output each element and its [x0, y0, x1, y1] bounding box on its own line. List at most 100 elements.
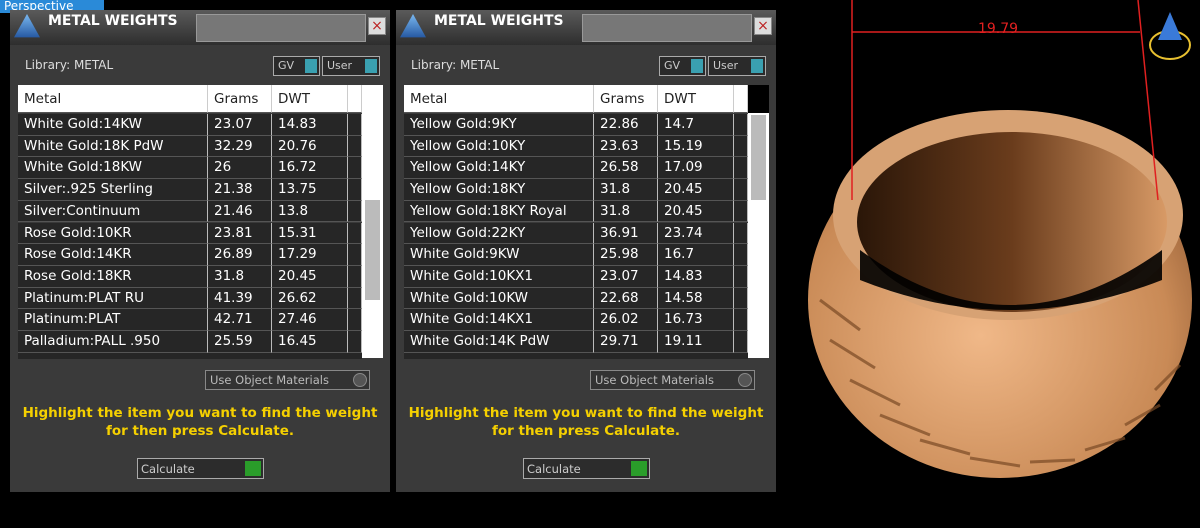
dimension-line	[1137, 0, 1159, 201]
weight-cell[interactable]: 15.31	[272, 222, 348, 245]
column-header[interactable]: Grams	[208, 85, 272, 113]
metal-cell[interactable]: White Gold:10KX1	[404, 265, 594, 288]
weight-cell[interactable]: 13.8	[272, 200, 348, 223]
row-spacer	[734, 179, 748, 201]
row-spacer	[734, 114, 748, 136]
column-header[interactable]: Metal	[404, 85, 594, 113]
metal-cell[interactable]: White Gold:18K PdW	[18, 135, 208, 158]
metal-cell[interactable]: White Gold:18KW	[18, 157, 208, 180]
viewport-label[interactable]: Perspective	[0, 0, 104, 13]
view-cube[interactable]	[1158, 12, 1182, 40]
indicator	[365, 59, 377, 73]
metal-cell[interactable]: Yellow Gold:14KY	[404, 157, 594, 180]
row-spacer	[348, 309, 362, 331]
weight-cell[interactable]: 13.75	[272, 179, 348, 201]
materials-dropdown[interactable]: Use Object Materials	[205, 370, 370, 390]
metal-cell[interactable]: White Gold:14KW	[18, 114, 208, 136]
user-toggle[interactable]: User	[708, 56, 766, 76]
metal-cell[interactable]: Rose Gold:10KR	[18, 222, 208, 245]
weight-cell[interactable]: 14.83	[658, 265, 734, 288]
weight-cell[interactable]: 41.39	[208, 287, 272, 310]
metal-cell[interactable]: Rose Gold:14KR	[18, 244, 208, 266]
gv-toggle[interactable]: GV	[273, 56, 320, 76]
scroll-thumb[interactable]	[751, 115, 766, 200]
metal-cell[interactable]: White Gold:14KX1	[404, 309, 594, 331]
library-label: Library: METAL	[411, 58, 500, 72]
header-spacer	[348, 85, 362, 113]
weight-cell[interactable]: 14.83	[272, 114, 348, 136]
weight-cell[interactable]: 29.71	[594, 331, 658, 353]
column-header[interactable]: DWT	[272, 85, 348, 113]
metal-cell[interactable]: Silver:Continuum	[18, 200, 208, 223]
metal-cell[interactable]: Yellow Gold:18KY Royal	[404, 200, 594, 223]
indicator	[305, 59, 317, 73]
weight-cell[interactable]: 26	[208, 157, 272, 180]
row-spacer	[348, 222, 362, 245]
weight-cell[interactable]: 25.59	[208, 331, 272, 353]
weight-cell[interactable]: 23.07	[594, 265, 658, 288]
metal-cell[interactable]: Yellow Gold:18KY	[404, 179, 594, 201]
metal-cell[interactable]: Yellow Gold:10KY	[404, 135, 594, 158]
weight-cell[interactable]: 15.19	[658, 135, 734, 158]
panel-title: METAL WEIGHTS	[434, 13, 564, 29]
materials-dropdown[interactable]: Use Object Materials	[590, 370, 755, 390]
weight-cell[interactable]: 20.45	[658, 200, 734, 223]
weight-cell[interactable]: 17.29	[272, 244, 348, 266]
weight-cell[interactable]: 22.68	[594, 287, 658, 310]
calculate-button[interactable]: Calculate	[523, 458, 650, 479]
close-button[interactable]: ×	[754, 17, 772, 35]
calculate-button[interactable]: Calculate	[137, 458, 264, 479]
weight-cell[interactable]: 14.58	[658, 287, 734, 310]
weight-cell[interactable]: 16.7	[658, 244, 734, 266]
weight-cell[interactable]: 26.02	[594, 309, 658, 331]
weight-cell[interactable]: 26.58	[594, 157, 658, 180]
weight-cell[interactable]: 23.07	[208, 114, 272, 136]
metal-cell[interactable]: Yellow Gold:22KY	[404, 222, 594, 245]
weight-cell[interactable]: 19.11	[658, 331, 734, 353]
metal-cell[interactable]: White Gold:14K PdW	[404, 331, 594, 353]
close-button[interactable]: ×	[368, 17, 386, 35]
metal-cell[interactable]: Platinum:PLAT RU	[18, 287, 208, 310]
weight-cell[interactable]: 31.8	[594, 179, 658, 201]
gv-toggle[interactable]: GV	[659, 56, 706, 76]
weight-cell[interactable]: 21.38	[208, 179, 272, 201]
weight-cell[interactable]: 31.8	[208, 265, 272, 288]
weight-cell[interactable]: 14.7	[658, 114, 734, 136]
weight-cell[interactable]: 36.91	[594, 222, 658, 245]
weight-cell[interactable]: 17.09	[658, 157, 734, 180]
weight-cell[interactable]: 42.71	[208, 309, 272, 331]
metal-cell[interactable]: Yellow Gold:9KY	[404, 114, 594, 136]
title-tab	[196, 14, 366, 42]
row-spacer	[348, 114, 362, 136]
metal-cell[interactable]: White Gold:9KW	[404, 244, 594, 266]
column-header[interactable]: Grams	[594, 85, 658, 113]
indicator	[631, 461, 647, 476]
weight-cell[interactable]: 27.46	[272, 309, 348, 331]
weight-cell[interactable]: 20.45	[658, 179, 734, 201]
weight-cell[interactable]: 16.73	[658, 309, 734, 331]
weight-cell[interactable]: 23.81	[208, 222, 272, 245]
scroll-thumb[interactable]	[365, 200, 380, 300]
weight-cell[interactable]: 26.89	[208, 244, 272, 266]
user-toggle[interactable]: User	[322, 56, 380, 76]
weight-cell[interactable]: 20.45	[272, 265, 348, 288]
weight-cell[interactable]: 26.62	[272, 287, 348, 310]
weight-cell[interactable]: 23.74	[658, 222, 734, 245]
weight-cell[interactable]: 16.45	[272, 331, 348, 353]
weight-cell[interactable]: 21.46	[208, 200, 272, 223]
weight-cell[interactable]: 31.8	[594, 200, 658, 223]
column-header[interactable]: Metal	[18, 85, 208, 113]
column-header[interactable]: DWT	[658, 85, 734, 113]
metal-cell[interactable]: Palladium:PALL .950	[18, 331, 208, 353]
weight-cell[interactable]: 20.76	[272, 135, 348, 158]
weight-cell[interactable]: 23.63	[594, 135, 658, 158]
weight-cell[interactable]: 25.98	[594, 244, 658, 266]
metal-cell[interactable]: Silver:.925 Sterling	[18, 179, 208, 201]
weight-cell[interactable]: 22.86	[594, 114, 658, 136]
weight-cell[interactable]: 16.72	[272, 157, 348, 180]
weight-cell[interactable]: 32.29	[208, 135, 272, 158]
metal-cell[interactable]: White Gold:10KW	[404, 287, 594, 310]
metal-cell[interactable]: Rose Gold:18KR	[18, 265, 208, 288]
metal-cell[interactable]: Platinum:PLAT	[18, 309, 208, 331]
